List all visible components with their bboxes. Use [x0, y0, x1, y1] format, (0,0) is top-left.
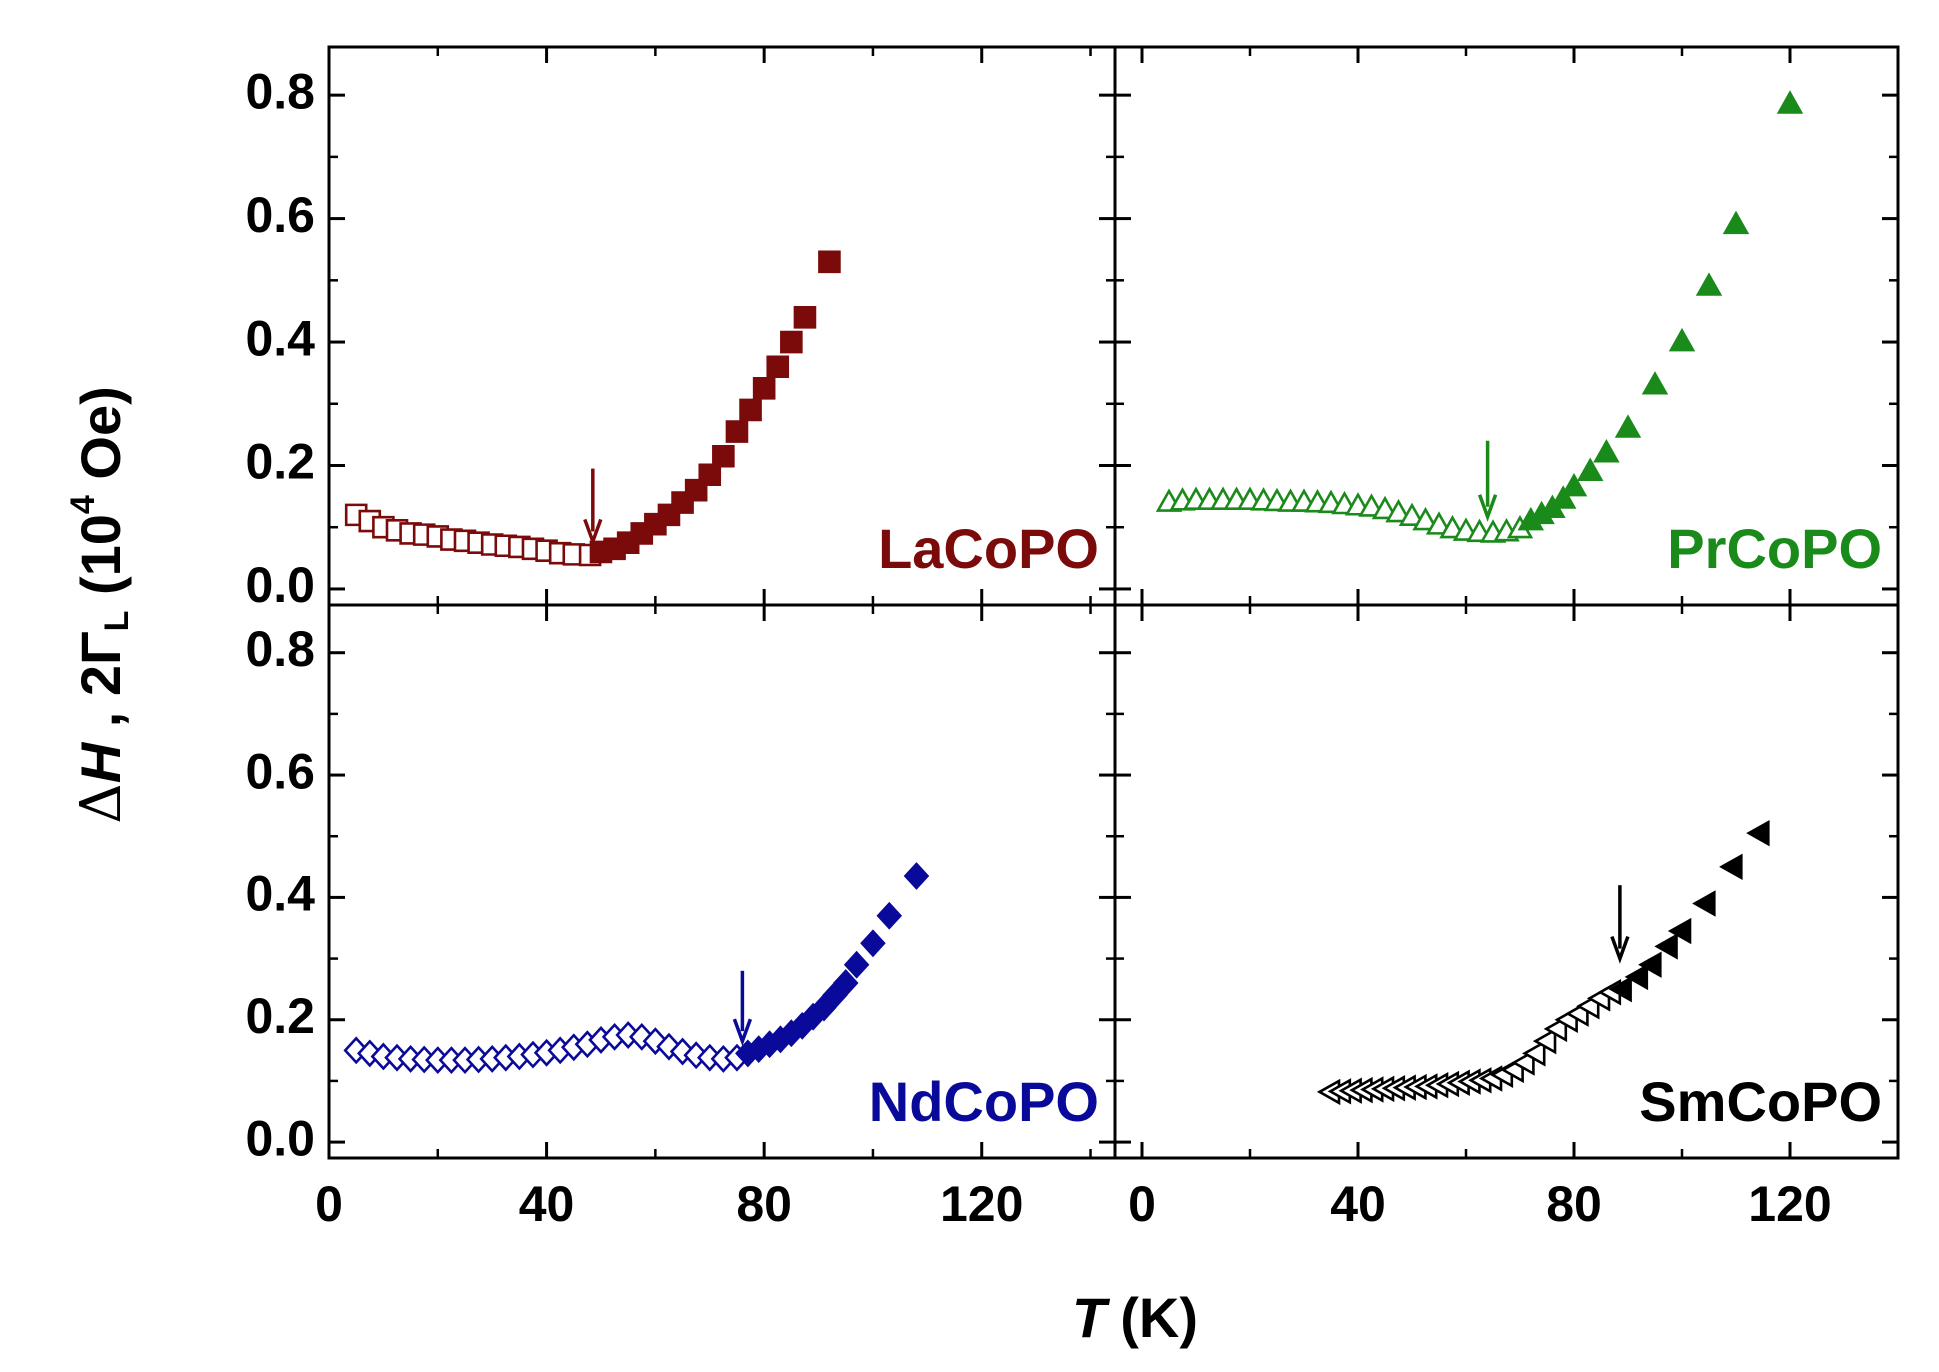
- panel-label: NdCoPO: [869, 1070, 1099, 1133]
- y-label-scale: (10: [69, 514, 132, 611]
- arrow: [1477, 440, 1498, 522]
- marker: [876, 901, 903, 930]
- y-tick-label: 0.4: [245, 310, 315, 366]
- arrow: [583, 468, 603, 547]
- panel-label: SmCoPO: [1639, 1070, 1882, 1133]
- y-label-gamma: , 2Γ: [69, 631, 132, 742]
- y-tick-label: 0.6: [245, 187, 315, 243]
- x-tick-label: 40: [1330, 1176, 1386, 1232]
- marker: [1614, 414, 1642, 438]
- y-tick-label: 0.0: [245, 1110, 315, 1166]
- x-tick-label: 40: [519, 1176, 575, 1232]
- y-tick-label: 0.4: [245, 866, 315, 922]
- marker: [1654, 933, 1678, 960]
- y-label-h: H: [69, 741, 132, 783]
- marker: [1776, 90, 1804, 114]
- y-tick-label: 0.2: [245, 988, 315, 1044]
- marker: [1692, 890, 1716, 917]
- marker: [1668, 327, 1696, 352]
- marker: [832, 969, 859, 997]
- x-tick-label: 0: [1128, 1176, 1156, 1232]
- marker: [1425, 511, 1453, 535]
- marker: [1746, 819, 1770, 847]
- marker: [1638, 951, 1662, 978]
- marker: [793, 306, 817, 329]
- marker: [818, 250, 841, 274]
- x-tick-label: 120: [940, 1176, 1023, 1232]
- marker: [656, 1032, 682, 1061]
- x-label-symbol: T: [1072, 1286, 1111, 1349]
- marker: [1641, 371, 1669, 395]
- marker: [1576, 457, 1604, 481]
- marker: [698, 463, 722, 487]
- y-tick-label: 0.2: [245, 434, 315, 490]
- y-label-sup: 4: [64, 495, 102, 514]
- marker: [1511, 1049, 1535, 1076]
- x-tick-label: 80: [736, 1176, 792, 1232]
- marker: [725, 420, 749, 443]
- marker: [1532, 1027, 1557, 1055]
- arrow-head: [732, 1018, 753, 1047]
- marker: [1624, 963, 1649, 991]
- y-label-sub: L: [98, 611, 136, 632]
- marker: [712, 444, 735, 468]
- panel-label: LaCoPO: [878, 517, 1099, 580]
- marker: [1695, 272, 1723, 296]
- y-tick-label: 0.8: [245, 621, 315, 677]
- panel-label: PrCoPO: [1667, 517, 1882, 580]
- marker: [1719, 853, 1743, 881]
- y-tick-label: 0.8: [245, 63, 315, 119]
- arrow: [1610, 885, 1630, 964]
- y-tick-label: 0.0: [245, 557, 315, 613]
- marker: [629, 1022, 655, 1051]
- marker: [1722, 210, 1750, 235]
- marker: [739, 398, 762, 422]
- marker: [669, 1037, 696, 1066]
- marker: [843, 950, 870, 979]
- x-tick-label: 0: [315, 1176, 343, 1232]
- arrow-head: [1610, 935, 1630, 964]
- x-axis-label: T (K): [1072, 1286, 1198, 1349]
- marker: [1593, 439, 1620, 463]
- marker: [1398, 502, 1426, 527]
- marker: [903, 862, 930, 890]
- marker: [752, 377, 776, 400]
- marker: [1385, 498, 1412, 523]
- y-tick-label: 0.6: [245, 743, 315, 799]
- arrow-head: [583, 518, 603, 547]
- y-label-delta: Δ: [69, 783, 134, 823]
- arrow: [732, 970, 753, 1047]
- y-label-unit: Oe): [69, 386, 132, 495]
- marker: [1608, 975, 1632, 1003]
- marker: [1412, 506, 1439, 531]
- marker: [860, 929, 886, 958]
- panel-frame: [1113, 603, 1900, 1160]
- marker: [1543, 1015, 1568, 1043]
- marker: [780, 330, 803, 354]
- x-label-unit: (K): [1120, 1286, 1198, 1349]
- marker: [1549, 485, 1577, 509]
- arrow-head: [1477, 494, 1498, 522]
- marker: [766, 355, 790, 379]
- marker: [1560, 472, 1588, 497]
- x-tick-label: 80: [1546, 1176, 1602, 1232]
- marker: [1522, 1040, 1546, 1067]
- y-axis-label: ΔH , 2ΓL (104 Oe): [64, 386, 136, 824]
- x-tick-label: 120: [1748, 1176, 1831, 1232]
- marker: [1667, 917, 1692, 945]
